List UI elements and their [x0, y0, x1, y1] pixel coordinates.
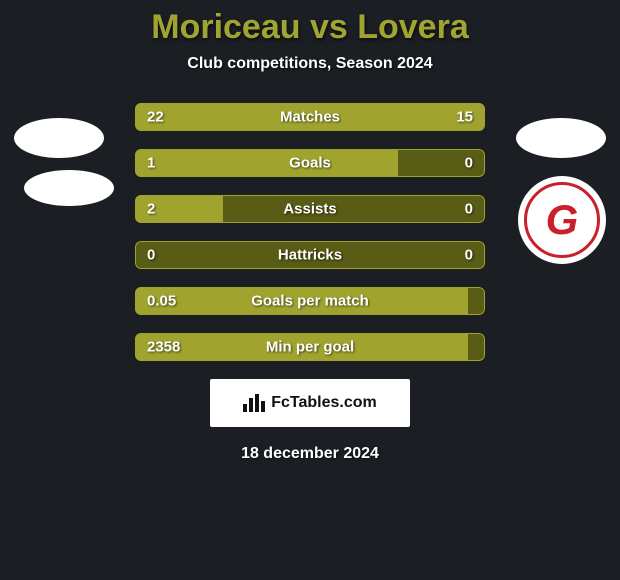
stat-right-value: 0 [465, 155, 473, 172]
stat-left-value: 2358 [147, 339, 180, 356]
stat-label: Matches [280, 109, 340, 126]
stat-row-assists: 2 0 Assists [135, 195, 485, 223]
subtitle: Club competitions, Season 2024 [0, 55, 620, 73]
fctables-label: FcTables.com [271, 394, 377, 412]
stat-left-value: 0 [147, 247, 155, 264]
stat-right-value: 0 [465, 201, 473, 218]
stat-label: Min per goal [266, 339, 354, 356]
right-club-letter: G [546, 196, 579, 244]
stat-row-goals: 1 0 Goals [135, 149, 485, 177]
right-club-logo: G [518, 176, 606, 264]
stat-label: Goals [289, 155, 331, 172]
left-player-badge-1 [14, 118, 104, 158]
stat-left-value: 1 [147, 155, 155, 172]
stat-left-value: 2 [147, 201, 155, 218]
stat-row-matches: 22 15 Matches [135, 103, 485, 131]
stat-row-hattricks: 0 0 Hattricks [135, 241, 485, 269]
stat-right-value: 0 [465, 247, 473, 264]
stat-row-min-per-goal: 2358 Min per goal [135, 333, 485, 361]
stat-left-value: 0.05 [147, 293, 176, 310]
right-player-badge-1 [516, 118, 606, 158]
bar-chart-icon [243, 394, 265, 412]
page-title: Moriceau vs Lovera [0, 0, 620, 47]
stat-label: Goals per match [251, 293, 369, 310]
stat-label: Hattricks [278, 247, 342, 264]
stats-chart: 22 15 Matches 1 0 Goals 2 0 Assists 0 0 Hattricks 0.… [135, 103, 485, 361]
stat-right-value: 15 [456, 109, 473, 126]
stat-label: Assists [283, 201, 336, 218]
fctables-watermark: FcTables.com [210, 379, 410, 427]
stat-row-goals-per-match: 0.05 Goals per match [135, 287, 485, 315]
date-text: 18 december 2024 [0, 445, 620, 463]
stat-left-value: 22 [147, 109, 164, 126]
left-player-badge-2 [24, 170, 114, 206]
